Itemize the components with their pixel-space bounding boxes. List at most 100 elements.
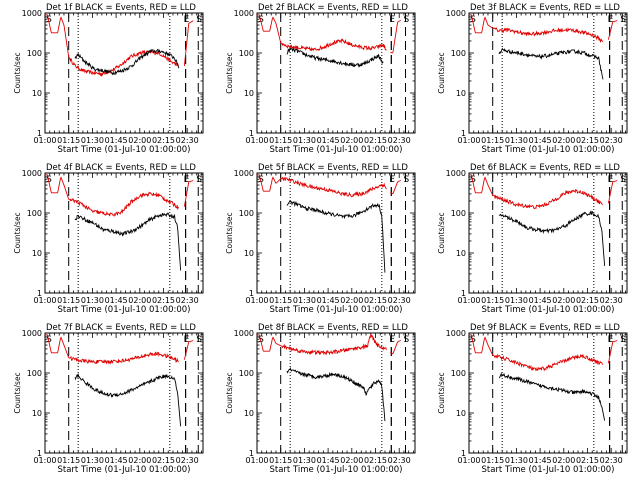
x-axis-label: Start Time (01-Jul-10 01:00:00) — [270, 145, 403, 155]
plot-frame — [256, 172, 416, 294]
x-tick-label: 01:00 — [457, 136, 480, 145]
event-marker-label: E — [184, 15, 190, 25]
chart-panel: Det 8f BLACK = Events, RED = LLD 1 10 100 10… — [225, 323, 416, 475]
plot-frame — [468, 172, 628, 294]
y-tick-label: 100 — [239, 49, 254, 58]
x-axis-label: Start Time (01-Jul-10 01:00:00) — [482, 465, 615, 475]
event-marker-label: S — [46, 335, 52, 345]
x-axis-label: Start Time (01-Jul-10 01:00:00) — [58, 145, 191, 155]
chart-title: Det 1f BLACK = Events, RED = LLD — [46, 3, 196, 13]
y-tick-label: 100 — [27, 49, 42, 58]
chart-panel: Det 9f BLACK = Events, RED = LLD 1 10 100 10… — [437, 323, 628, 475]
chart-title: Det 3f BLACK = Events, RED = LLD — [470, 3, 620, 13]
x-tick-label: 02:00 — [552, 136, 575, 145]
y-tick-label: 100 — [451, 369, 466, 378]
y-tick-label: 100 — [239, 209, 254, 218]
chart-title: Det 9f BLACK = Events, RED = LLD — [470, 323, 620, 333]
plot-frame — [256, 332, 416, 454]
y-axis-label: Counts/sec — [225, 212, 234, 253]
x-tick-label: 01:45 — [105, 456, 128, 465]
x-tick-label: 02:15 — [364, 296, 387, 305]
chart-title: Det 8f BLACK = Events, RED = LLD — [258, 323, 408, 333]
y-tick-label: 1000 — [446, 329, 466, 338]
y-tick-label: 1 — [461, 449, 466, 458]
y-tick-label: 1000 — [234, 329, 254, 338]
event-marker-label: S — [258, 175, 264, 185]
chart-title: Det 7f BLACK = Events, RED = LLD — [46, 323, 196, 333]
y-tick-label: 1000 — [22, 329, 42, 338]
x-tick-label: 01:30 — [81, 456, 104, 465]
x-tick-label: 01:00 — [245, 136, 268, 145]
x-tick-label: 01:00 — [33, 136, 56, 145]
y-tick-label: 10 — [32, 89, 42, 98]
y-tick-label: 100 — [451, 209, 466, 218]
chart-title: Det 4f BLACK = Events, RED = LLD — [46, 163, 196, 173]
event-marker-label: S — [404, 15, 410, 25]
x-axis-label: Start Time (01-Jul-10 01:00:00) — [58, 465, 191, 475]
y-axis-label: Counts/sec — [13, 372, 22, 413]
y-tick-label: 1 — [37, 449, 42, 458]
x-tick-label: 02:15 — [576, 456, 599, 465]
event-marker-label: S — [196, 175, 202, 185]
y-axis-label: Counts/sec — [13, 212, 22, 253]
event-marker-label: S — [196, 335, 202, 345]
x-tick-label: 01:15 — [57, 296, 80, 305]
event-marker-label: S — [404, 335, 410, 345]
x-tick-label: 02:15 — [576, 136, 599, 145]
x-tick-label: 02:00 — [128, 456, 151, 465]
chart-panel: Det 6f BLACK = Events, RED = LLD 1 10 100 10… — [437, 163, 628, 315]
events-series-line — [498, 47, 604, 80]
chart-title: Det 5f BLACK = Events, RED = LLD — [258, 163, 408, 173]
x-tick-label: 02:00 — [128, 296, 151, 305]
x-tick-label: 01:15 — [481, 296, 504, 305]
y-tick-label: 100 — [27, 209, 42, 218]
event-marker-label: S — [196, 15, 202, 25]
y-tick-label: 1000 — [22, 169, 42, 178]
x-tick-label: 02:30 — [176, 456, 199, 465]
y-tick-label: 1 — [249, 289, 254, 298]
events-series-line — [498, 210, 606, 266]
x-tick-label: 02:30 — [600, 136, 623, 145]
event-marker-label: E — [608, 175, 614, 185]
y-tick-label: 1 — [249, 129, 254, 138]
events-series-line — [286, 47, 384, 68]
plot-frame — [44, 12, 204, 134]
x-tick-label: 02:15 — [364, 136, 387, 145]
chart-panel: Det 4f BLACK = Events, RED = LLD 1 10 100 10… — [13, 163, 204, 315]
x-tick-label: 01:30 — [81, 296, 104, 305]
chart-panel: Det 3f BLACK = Events, RED = LLD 1 10 100 10… — [437, 3, 628, 155]
x-tick-label: 01:45 — [317, 456, 340, 465]
event-marker-label: E — [389, 335, 395, 345]
event-marker-label: E — [608, 335, 614, 345]
y-tick-label: 10 — [244, 89, 254, 98]
x-tick-label: 02:00 — [340, 136, 363, 145]
plot-frame — [468, 332, 628, 454]
y-tick-label: 10 — [32, 249, 42, 258]
x-tick-label: 01:30 — [505, 136, 528, 145]
event-marker-label: S — [470, 335, 476, 345]
y-tick-label: 1000 — [446, 9, 466, 18]
events-series-line — [74, 373, 182, 427]
x-tick-label: 01:45 — [105, 136, 128, 145]
events-series-line — [286, 200, 386, 273]
y-axis-label: Counts/sec — [225, 372, 234, 413]
x-tick-label: 02:00 — [552, 296, 575, 305]
y-tick-label: 1 — [37, 289, 42, 298]
x-tick-label: 01:15 — [481, 136, 504, 145]
x-tick-label: 02:00 — [340, 296, 363, 305]
lld-series-line — [45, 334, 194, 365]
event-marker-label: E — [184, 335, 190, 345]
x-tick-label: 01:15 — [269, 136, 292, 145]
event-marker-label: S — [620, 335, 626, 345]
y-tick-label: 10 — [456, 409, 466, 418]
x-tick-label: 01:30 — [505, 296, 528, 305]
x-axis-label: Start Time (01-Jul-10 01:00:00) — [270, 465, 403, 475]
x-tick-label: 02:30 — [600, 456, 623, 465]
x-tick-label: 01:00 — [33, 296, 56, 305]
chart-panel: Det 5f BLACK = Events, RED = LLD 1 10 100 10… — [225, 163, 416, 315]
x-tick-label: 02:15 — [152, 296, 175, 305]
y-axis-label: Counts/sec — [437, 52, 446, 93]
x-tick-label: 01:00 — [457, 456, 480, 465]
x-tick-label: 02:00 — [128, 136, 151, 145]
